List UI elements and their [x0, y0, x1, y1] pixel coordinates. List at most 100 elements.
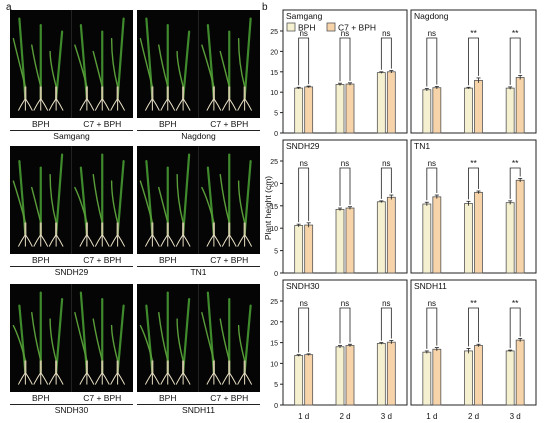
bar-bph — [294, 355, 304, 406]
significance-label: ns — [299, 29, 307, 38]
x-tick-label: 2 d — [468, 412, 479, 421]
bar-bph — [464, 87, 473, 134]
treatment-label: BPH — [159, 255, 177, 265]
x-tick-label: 3 d — [381, 412, 392, 421]
significance-label: ** — [512, 28, 519, 38]
seedling-icon — [74, 291, 95, 385]
y-tick-label: 5 — [274, 382, 278, 389]
significance-label: ** — [470, 298, 477, 308]
bar-bph — [464, 203, 473, 274]
bar-bph — [505, 87, 515, 134]
significance-bracket — [380, 167, 392, 199]
seedling-icon — [92, 30, 110, 111]
seedling-icon — [110, 17, 126, 111]
seedling-icon — [158, 24, 176, 111]
treatment-label: C7 + BPH — [210, 119, 249, 129]
y-tick-label: 25 — [270, 299, 278, 306]
seedling-icon — [175, 153, 191, 247]
treatment-label: BPH — [159, 119, 177, 129]
significance-label: ** — [512, 158, 519, 168]
seedling-icon — [92, 153, 110, 247]
seedling-icon — [31, 291, 49, 385]
significance-bracket — [298, 167, 310, 223]
y-tick-label: 15 — [270, 204, 278, 211]
label-underline — [10, 404, 133, 405]
seedling-icon — [201, 166, 222, 247]
seedling-icon — [219, 30, 237, 111]
bar-c7-bph — [515, 179, 525, 274]
bar-c7-bph — [304, 86, 314, 134]
seedlings-illustration — [12, 146, 126, 254]
y-tick-label: 5 — [274, 111, 278, 118]
significance-bracket — [426, 37, 438, 87]
significance-bracket — [468, 307, 479, 347]
seedlings-illustration — [139, 146, 253, 254]
treatment-label: BPH — [32, 119, 50, 129]
bar-bph — [422, 89, 432, 134]
y-tick-label: 15 — [270, 341, 278, 348]
label-underline — [137, 404, 260, 405]
seedling-icon — [31, 24, 49, 111]
treatment-label: BPH — [32, 393, 50, 403]
seedling-icon — [48, 153, 64, 247]
bar-bph — [422, 351, 432, 406]
y-tick-label: 10 — [270, 361, 278, 368]
bar-c7-bph — [515, 339, 525, 406]
panel-title: Nagdong — [414, 11, 449, 21]
seedling-icon — [31, 166, 49, 247]
plot-frame — [282, 139, 408, 274]
bar-c7-bph — [386, 341, 396, 406]
seedling-icon — [158, 166, 176, 247]
bar-bph — [335, 84, 345, 134]
significance-bracket — [380, 307, 392, 341]
seedling-icon — [139, 160, 160, 247]
seedling-photo — [10, 10, 133, 118]
seedling-icon — [139, 304, 160, 385]
significance-bracket — [426, 167, 438, 201]
panel-b-letter: b — [262, 2, 268, 13]
significance-label: ns — [382, 29, 390, 38]
significance-bracket — [426, 307, 438, 349]
cultivar-name: SNDH30 — [54, 405, 89, 415]
label-underline — [137, 266, 260, 267]
bar-c7-bph — [386, 71, 396, 134]
seedling-icon — [201, 24, 222, 111]
significance-bracket — [468, 167, 479, 200]
panel-title: SNDH30 — [286, 281, 320, 291]
bar-bph — [294, 225, 304, 274]
bar-bph — [505, 202, 515, 274]
significance-label: ns — [341, 159, 349, 168]
legend-swatch-c7-bph — [326, 22, 336, 32]
plot-frame — [410, 9, 537, 134]
bar-c7-bph — [432, 196, 442, 274]
seedling-icon — [12, 304, 33, 385]
seedlings-illustration — [12, 284, 126, 392]
treatment-label: BPH — [32, 255, 50, 265]
cultivar-name: SNDH29 — [54, 267, 89, 277]
seedling-photo — [137, 146, 260, 254]
treatment-label: C7 + BPH — [210, 255, 249, 265]
seedling-icon — [158, 291, 176, 385]
bar-c7-bph — [432, 87, 442, 134]
significance-bracket — [298, 37, 310, 86]
significance-bracket — [509, 307, 521, 349]
seedling-photo — [137, 10, 260, 118]
bar-c7-bph — [474, 191, 483, 274]
cultivar-name: SNDH11 — [182, 405, 215, 415]
significance-label: ** — [470, 28, 477, 38]
y-tick-label: 0 — [274, 271, 278, 278]
panel-title: SNDH11 — [414, 281, 447, 291]
significance-bracket — [339, 37, 351, 82]
bar-bph — [376, 343, 386, 406]
significance-label: ns — [428, 29, 436, 38]
bar-c7-bph — [345, 345, 355, 406]
seedling-icon — [110, 304, 126, 385]
y-tick-label: 0 — [274, 403, 278, 410]
significance-bracket — [339, 307, 351, 344]
bar-c7-bph — [304, 224, 314, 274]
significance-bracket — [509, 167, 521, 199]
y-tick-label: 10 — [270, 90, 278, 97]
legend-swatch-bph — [286, 22, 296, 32]
seedlings-illustration — [139, 284, 253, 392]
seedling-icon — [74, 166, 95, 247]
